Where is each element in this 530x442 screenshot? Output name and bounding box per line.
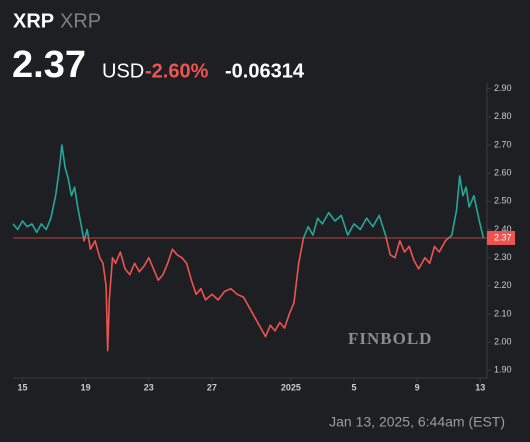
change: -0.06314 [225,60,305,82]
y-tick-label: 2.00 [494,337,512,347]
x-tick-label: 19 [81,382,91,392]
y-tick-label: 2.60 [494,168,512,178]
watermark: FINBOLD [348,329,432,348]
x-tick-label: 27 [207,382,217,392]
y-tick-label: 2.90 [494,83,512,93]
price-line [12,144,485,352]
price: 2.37 [12,44,86,86]
currency: USD [102,60,144,82]
timestamp: Jan 13, 2025, 6:44am (EST) [329,414,505,430]
x-tick-label: 9 [415,382,420,392]
change-percent: -2.60% [145,60,209,82]
x-tick-label: 5 [351,382,356,392]
y-tick-label: 2.50 [494,196,512,206]
y-tick-label: 2.30 [494,252,512,262]
x-tick-label: 2025 [281,382,301,392]
asset-name: XRP [60,10,101,32]
symbol: XRP [13,10,54,32]
x-tick-label: 13 [475,382,485,392]
x-tick-label: 15 [17,382,27,392]
y-tick-label: 2.40 [494,224,512,234]
y-tick-label: 2.70 [494,139,512,149]
x-tick-label: 23 [144,382,154,392]
y-tick-label: 2.80 [494,111,512,121]
y-tick-label: 1.90 [494,365,512,375]
last-price-badge [487,230,515,245]
last-price-label: 2.37 [494,232,512,242]
y-tick-label: 2.20 [494,280,512,290]
y-tick-label: 2.10 [494,308,512,318]
